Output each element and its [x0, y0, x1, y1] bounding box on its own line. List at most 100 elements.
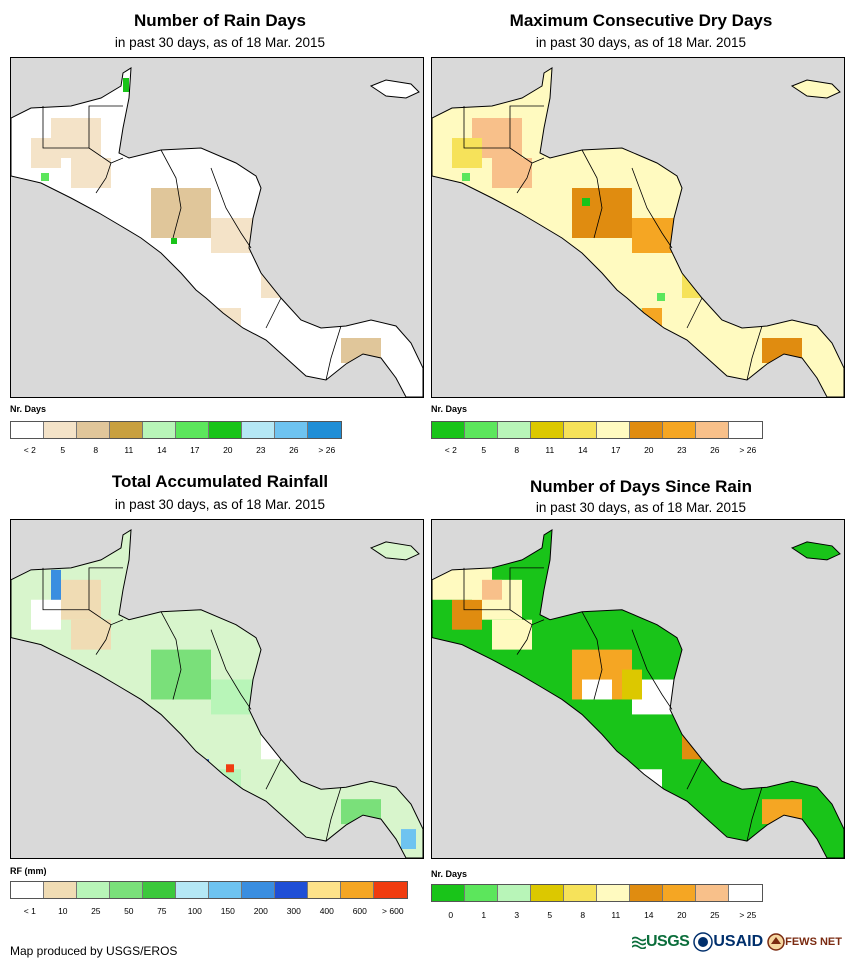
legend-swatch — [308, 882, 341, 898]
legend-tick-label: > 600 — [382, 906, 404, 916]
legend-tick-label: 0 — [448, 910, 454, 920]
legend-tick-label: 17 — [611, 445, 621, 455]
legend-tick-label: 11 — [124, 445, 134, 455]
legend-tick-label: 10 — [58, 906, 68, 916]
map-cell-patch — [492, 158, 532, 188]
legend-tick-label: 14 — [578, 445, 588, 455]
legend-swatch — [597, 885, 630, 901]
map-canvas — [11, 67, 423, 397]
country-border — [210, 167, 252, 249]
legend-swatches — [10, 881, 408, 899]
country-border — [265, 759, 282, 790]
map-cell-accent — [582, 198, 590, 206]
legend-tick-label: 100 — [187, 906, 202, 916]
legend-swatch — [630, 885, 663, 901]
legend-swatch — [564, 422, 597, 438]
legend-title: Nr. Days — [10, 404, 47, 414]
panel-title: Number of Days Since Rain — [529, 477, 752, 496]
map-cell-accent — [401, 829, 416, 850]
country-border — [746, 325, 763, 381]
map-cell-patch — [151, 649, 211, 700]
legend-swatch — [275, 422, 308, 438]
legend-tick-label: 14 — [157, 445, 167, 455]
legend-swatches — [431, 421, 763, 439]
legend-swatch — [242, 422, 275, 438]
legend-swatch — [11, 422, 44, 438]
legend-swatch — [663, 422, 696, 438]
legend-tick-label: 75 — [157, 906, 167, 916]
map-cell-patch — [682, 719, 722, 760]
map-dry-days — [431, 57, 845, 398]
map-cell-patch — [612, 769, 662, 810]
legend-tick-label: < 2 — [444, 445, 457, 455]
map-cell-patch — [211, 218, 256, 253]
map-cell-patch — [31, 138, 61, 168]
map-cell-patch — [341, 799, 381, 825]
legend-swatch — [465, 885, 498, 901]
map-cell-patch — [492, 619, 532, 650]
map-cell-accent — [657, 293, 665, 301]
map-cell-accent — [482, 579, 502, 600]
legend-swatch — [465, 422, 498, 438]
map-cell-patch — [71, 619, 111, 650]
usgs-wave-icon — [632, 936, 646, 949]
legend-swatch — [498, 885, 531, 901]
map-cell-patch — [151, 188, 211, 238]
panel-subtitle: in past 30 days, as of 18 Mar. 2015 — [114, 35, 326, 50]
coastline — [11, 529, 423, 858]
legend-tick-label: 25 — [91, 906, 101, 916]
map-cell-accent — [51, 569, 61, 600]
map-cell-accent — [226, 764, 234, 773]
country-border — [95, 162, 112, 194]
legend-tick-label: 50 — [124, 906, 134, 916]
legend-swatches — [10, 421, 342, 439]
country-border — [509, 609, 545, 626]
fews-net-logo: FEWS NET — [767, 933, 842, 951]
map-cell-patch — [31, 599, 61, 630]
map-cell-patch — [452, 599, 482, 630]
country-border — [95, 624, 112, 655]
legend-tick-label: < 2 — [23, 445, 36, 455]
legend-swatch — [209, 422, 242, 438]
legend-swatch — [531, 885, 564, 901]
map-rain-days — [10, 57, 424, 398]
legend-swatch — [77, 422, 110, 438]
legend-swatch — [110, 422, 143, 438]
panel-title: Number of Rain Days — [134, 11, 306, 30]
legend-swatch — [77, 882, 110, 898]
legend-tick-label: 8 — [580, 910, 586, 920]
map-credit: Map produced by USGS/EROS — [10, 944, 178, 958]
legend-swatch — [242, 882, 275, 898]
country-border — [581, 611, 603, 700]
map-cell-patch — [452, 138, 482, 168]
legend-tick-label: 3 — [514, 910, 520, 920]
legend-swatch — [663, 885, 696, 901]
legend-tick-label: > 26 — [318, 445, 336, 455]
legend-swatch — [696, 422, 729, 438]
legend-tick-label: > 25 — [739, 910, 757, 920]
country-border — [686, 297, 703, 329]
legend-swatch — [531, 422, 564, 438]
legend-swatch — [176, 882, 209, 898]
map-cell-accent — [171, 238, 177, 244]
map-days-since-rain — [431, 519, 845, 859]
legend-tick-label: 150 — [220, 906, 235, 916]
legend-tick-label: 5 — [60, 445, 66, 455]
map-cell-accent — [123, 78, 129, 92]
country-border — [325, 787, 342, 842]
legend-swatch — [308, 422, 341, 438]
map-cell-patch — [632, 218, 677, 253]
legend-swatch — [143, 882, 176, 898]
legend-title: Nr. Days — [431, 869, 468, 879]
map-cell-patch — [762, 338, 802, 363]
map-cell-accent — [622, 669, 642, 700]
map-cell-accent — [41, 173, 49, 181]
coastline — [432, 529, 844, 858]
legend-tick-label: 11 — [611, 910, 621, 920]
legend-swatch — [564, 885, 597, 901]
country-border — [516, 162, 533, 194]
country-border — [160, 149, 182, 239]
legend-tick-label: 23 — [677, 445, 687, 455]
map-cell-patch — [682, 258, 722, 298]
map-cell-patch — [261, 719, 301, 760]
